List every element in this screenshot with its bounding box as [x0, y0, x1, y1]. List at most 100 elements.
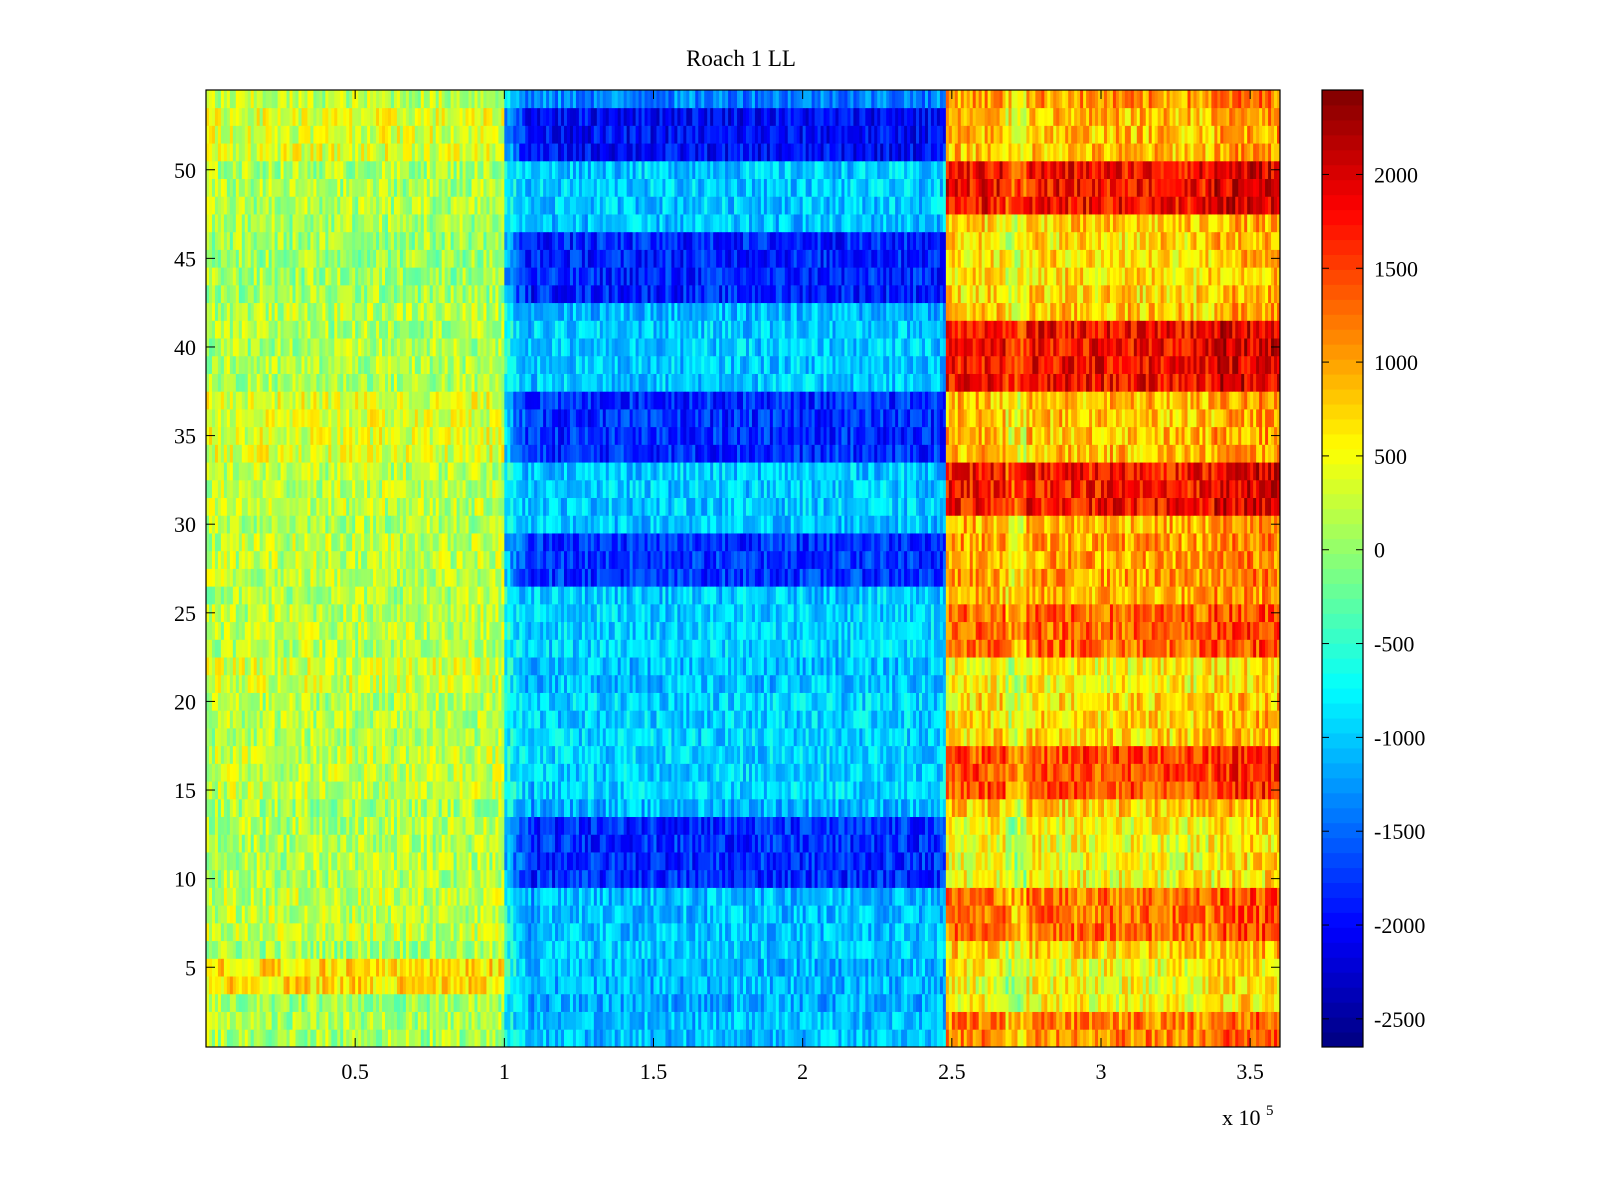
heatmap-cell — [787, 1011, 792, 1030]
heatmap-cell — [1068, 852, 1072, 871]
heatmap-cell — [1172, 1011, 1176, 1030]
heatmap-cell — [593, 940, 598, 959]
heatmap-cell — [877, 905, 881, 924]
heatmap-cell — [927, 922, 932, 942]
heatmap-cell — [1223, 1029, 1227, 1048]
heatmap-cell — [865, 922, 869, 942]
heatmap-cell — [519, 940, 523, 959]
heatmap-cell — [283, 798, 287, 818]
heatmap-cell — [417, 816, 422, 835]
heatmap-cell — [841, 869, 845, 888]
heatmap-cell — [525, 869, 529, 888]
heatmap-cell — [978, 922, 983, 942]
heatmap-cell — [966, 798, 971, 818]
heatmap-cell — [1002, 798, 1006, 818]
heatmap-cell — [358, 993, 362, 1012]
heatmap-cell — [1115, 958, 1120, 977]
heatmap-cell — [719, 834, 723, 853]
heatmap-cell — [259, 958, 264, 977]
heatmap-cell — [480, 852, 484, 871]
heatmap-cell — [743, 1011, 747, 1030]
heatmap-cell — [301, 958, 305, 977]
heatmap-cell — [286, 852, 290, 871]
heatmap-cell — [450, 976, 455, 995]
heatmap-cell — [644, 816, 648, 835]
heatmap-cell — [626, 798, 631, 818]
heatmap-cell — [933, 993, 938, 1012]
heatmap-cell — [859, 816, 863, 835]
heatmap-cell — [301, 852, 305, 871]
heatmap-cell — [382, 922, 386, 942]
heatmap-cell — [1184, 958, 1188, 977]
heatmap-cell — [1115, 976, 1120, 995]
heatmap-cell — [865, 852, 869, 871]
heatmap-cell — [280, 869, 284, 888]
heatmap-cell — [847, 940, 851, 959]
heatmap-cell — [1157, 905, 1162, 924]
heatmap-cell — [1169, 816, 1173, 835]
heatmap-cell — [399, 852, 404, 871]
heatmap-cell — [575, 1011, 580, 1030]
heatmap-cell — [519, 1029, 523, 1048]
heatmap-cell — [274, 834, 278, 853]
heatmap-cell — [385, 905, 389, 924]
heatmap-cell — [501, 869, 505, 888]
heatmap-cell — [656, 958, 660, 977]
heatmap-cell — [364, 905, 368, 924]
heatmap-cell — [614, 887, 619, 906]
heatmap-cell — [719, 887, 723, 906]
heatmap-cell — [575, 834, 580, 853]
heatmap-cell — [990, 976, 994, 995]
heatmap-cell — [1148, 1011, 1153, 1030]
heatmap-cell — [1026, 887, 1030, 906]
heatmap-cell — [531, 852, 535, 871]
heatmap-cell — [1071, 905, 1075, 924]
heatmap-cell — [933, 922, 938, 942]
heatmap-cell — [1089, 922, 1093, 942]
heatmap-cell — [1256, 922, 1260, 942]
heatmap-cell — [1077, 958, 1081, 977]
heatmap-cell — [468, 922, 472, 942]
heatmap-cell — [728, 834, 732, 853]
heatmap-cell — [668, 816, 672, 835]
heatmap-cell — [901, 816, 905, 835]
heatmap-cell — [1002, 976, 1006, 995]
heatmap-cell — [1277, 940, 1281, 959]
heatmap-cell — [748, 798, 753, 818]
heatmap-cell — [972, 940, 977, 959]
heatmap-cell — [376, 976, 380, 995]
heatmap-cell — [1014, 993, 1018, 1012]
heatmap-cell — [546, 852, 550, 871]
heatmap-cell — [1026, 816, 1030, 835]
heatmap-cell — [1136, 887, 1141, 906]
heatmap-cell — [1277, 887, 1281, 906]
heatmap-cell — [725, 816, 729, 835]
heatmap-cell — [802, 887, 807, 906]
heatmap-cell — [754, 816, 759, 835]
heatmap-cell — [668, 922, 672, 942]
heatmap-cell — [1011, 834, 1015, 853]
heatmap-cell — [910, 1029, 914, 1048]
heatmap-cell — [605, 798, 610, 818]
heatmap-cell — [763, 798, 768, 818]
heatmap-cell — [274, 852, 278, 871]
heatmap-cell — [343, 993, 347, 1012]
heatmap-cell — [1274, 852, 1278, 871]
heatmap-cell — [933, 887, 938, 906]
heatmap-cell — [1092, 1029, 1096, 1048]
heatmap-cell — [1235, 940, 1239, 959]
heatmap-cell — [972, 905, 977, 924]
heatmap-cell — [1154, 852, 1159, 871]
heatmap-cell — [737, 869, 741, 888]
heatmap-cell — [856, 905, 860, 924]
heatmap-cell — [886, 940, 890, 959]
heatmap-cell — [1142, 922, 1147, 942]
heatmap-cell — [805, 905, 810, 924]
heatmap-cell — [620, 834, 625, 853]
heatmap-cell — [552, 852, 556, 871]
heatmap-cell — [629, 1029, 634, 1048]
heatmap-cell — [220, 869, 225, 888]
heatmap-cell — [775, 869, 780, 888]
heatmap-cell — [945, 816, 950, 835]
heatmap-cell — [1068, 816, 1072, 835]
